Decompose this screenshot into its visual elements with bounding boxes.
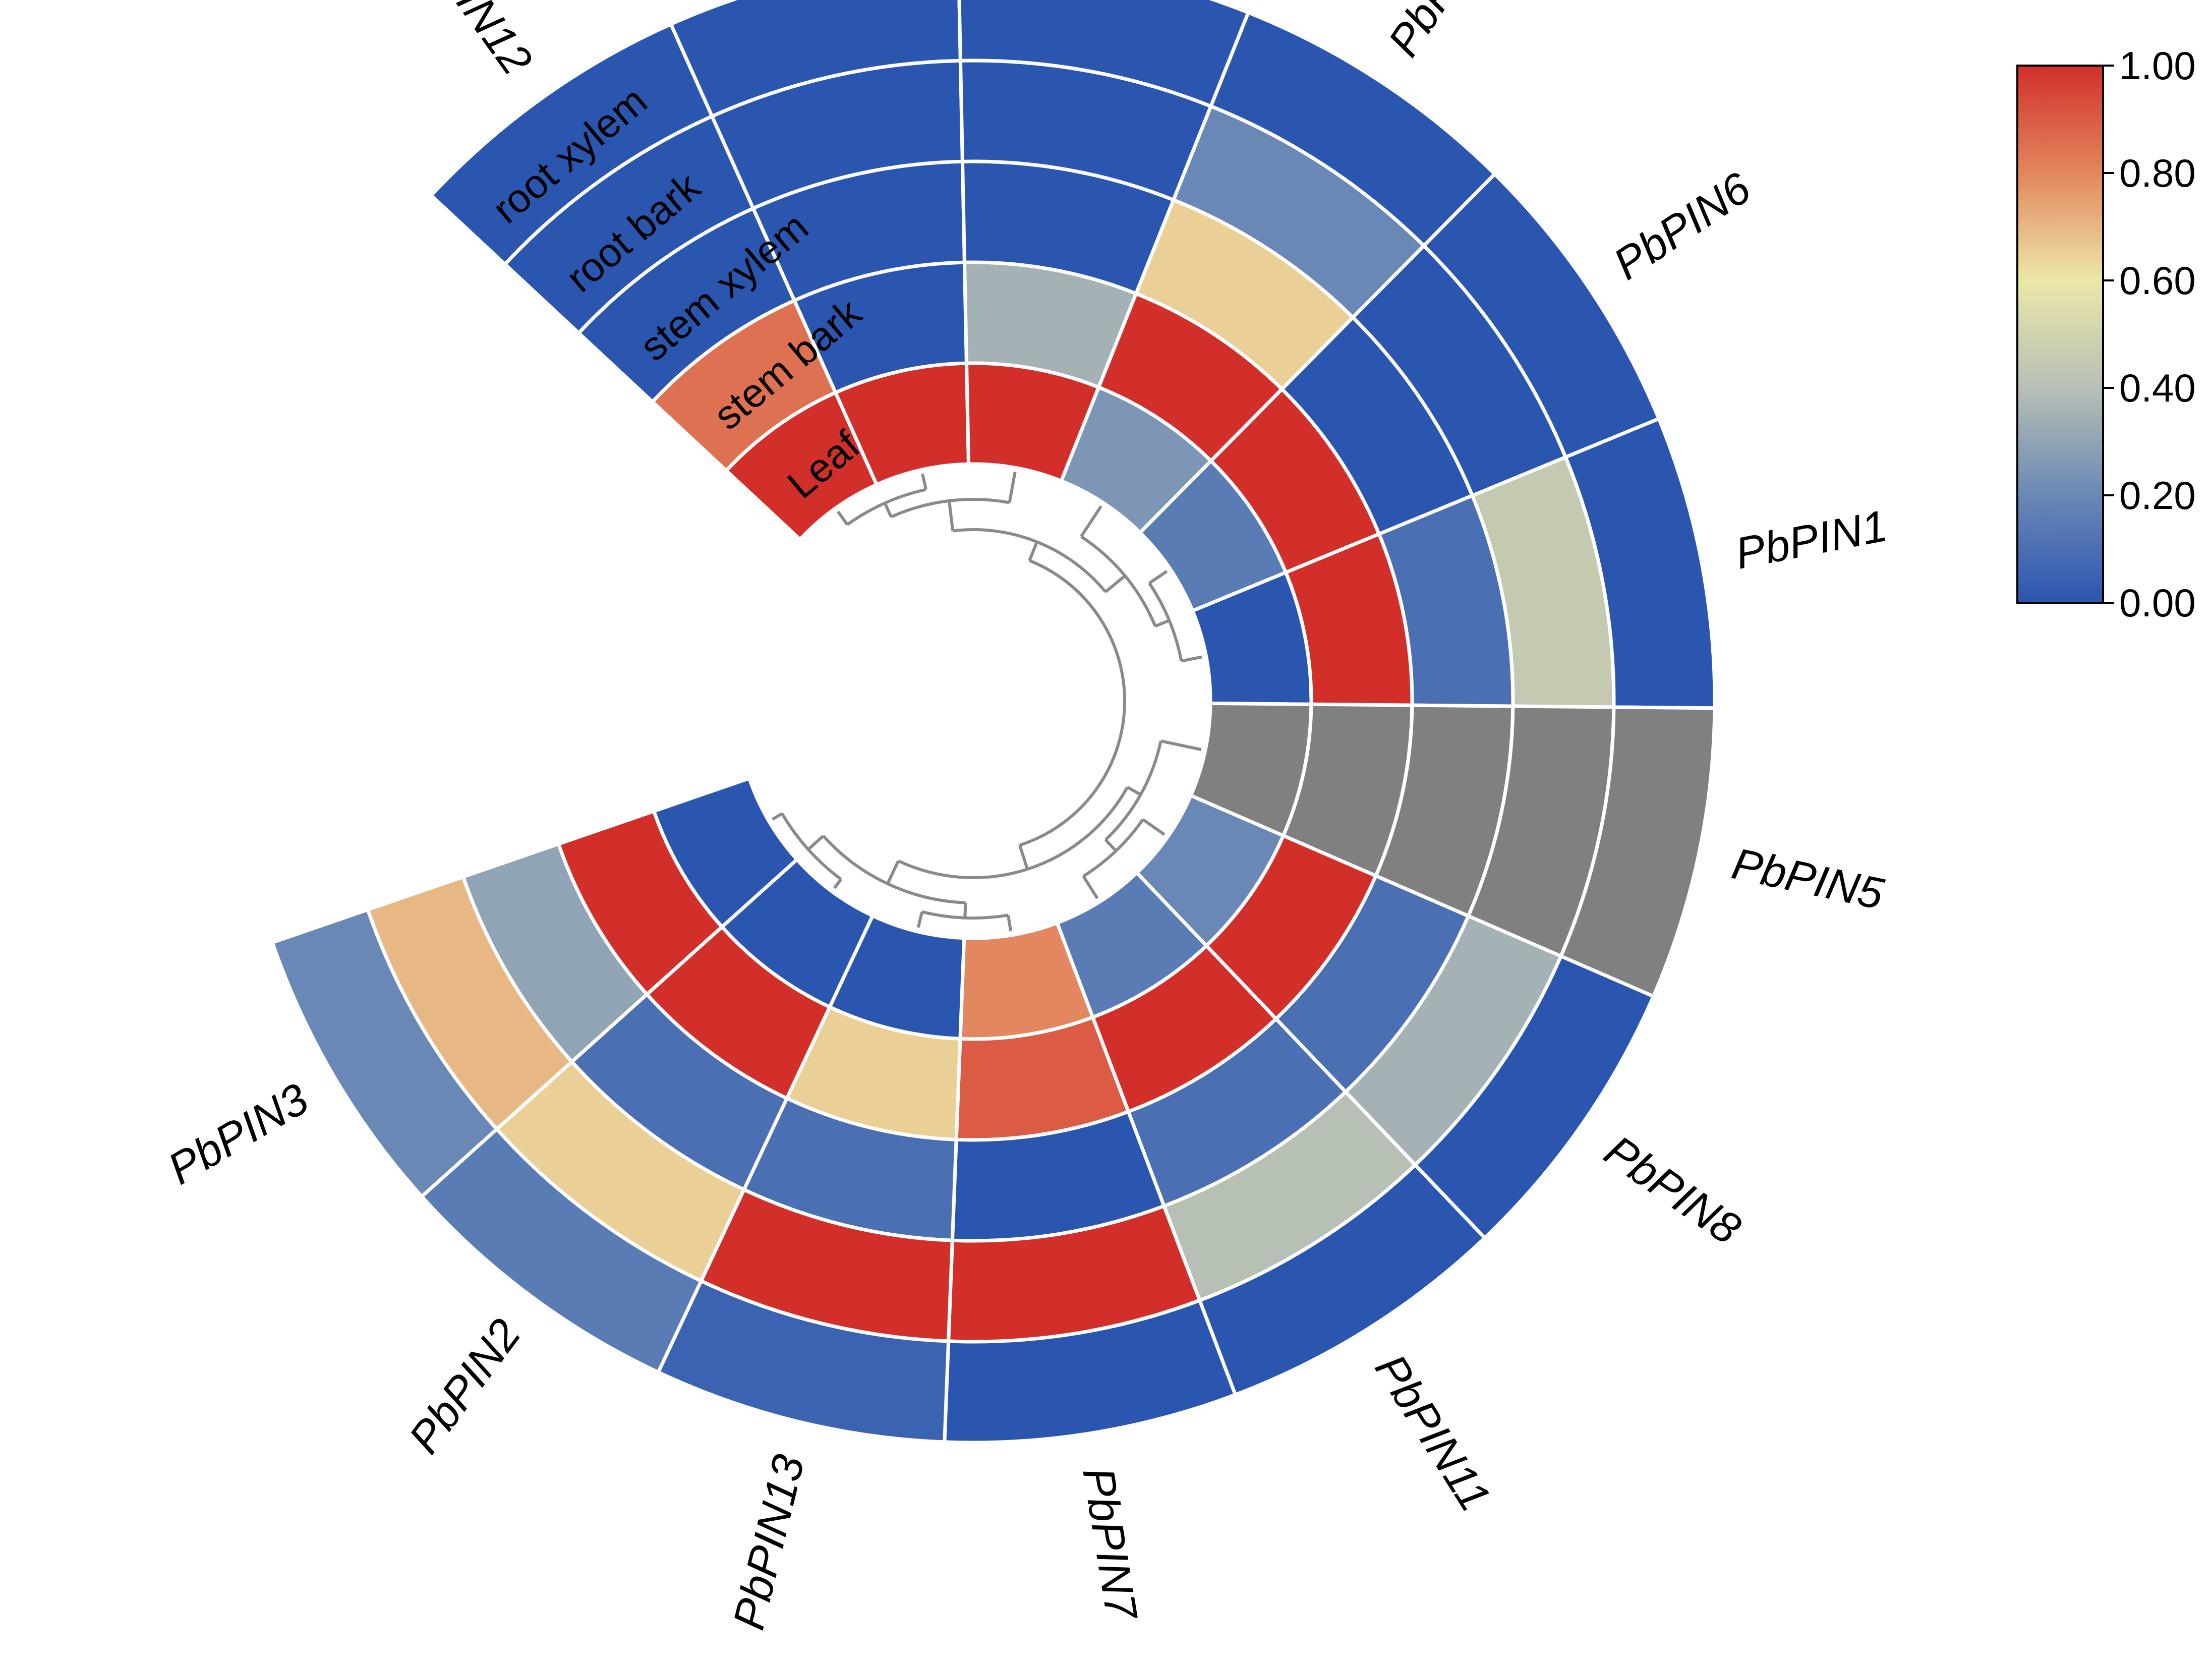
dendrogram-arc: [1019, 559, 1126, 847]
dendrogram-branch: [807, 835, 825, 851]
gene-label-pbpin4: PbPIN4: [1378, 0, 1504, 65]
dendrogram-arc: [1082, 819, 1144, 878]
dendrogram-branch: [1104, 839, 1117, 852]
dendrogram-branch: [886, 860, 900, 885]
gene-label-pbpin3: PbPIN3: [159, 1073, 317, 1194]
dendrogram-branch: [1028, 541, 1038, 561]
gene-label-pbpin11: PbPIN11: [1366, 1345, 1501, 1519]
heatmap-cells: [270, 0, 1717, 1445]
dendrogram-arc: [822, 835, 966, 904]
dendrogram-branch: [1160, 739, 1202, 751]
colorbar-tick-label-0-20: 0.20: [2119, 473, 2196, 518]
dendrogram-branch: [1018, 844, 1029, 870]
gene-label-pbpin6: PbPIN6: [1604, 162, 1759, 289]
dendrogram-arc: [1148, 582, 1183, 661]
dendrogram-branch: [921, 473, 928, 490]
dendrogram-branch: [833, 878, 842, 889]
dendrogram-branch: [1080, 505, 1102, 538]
colorbar-tick-label-0-40: 0.40: [2119, 366, 2196, 410]
dendrogram-branch: [1148, 570, 1168, 585]
gene-label-pbpin12: PbPIN12: [398, 0, 542, 84]
cell-pbpin3-root-xylem: [270, 907, 500, 1199]
gene-label-pbpin8: PbPIN8: [1596, 1125, 1750, 1254]
dendrogram-branch: [948, 500, 955, 531]
dendrogram-branch: [1142, 818, 1166, 836]
dendrogram-branch: [1181, 655, 1203, 663]
colorbar-tick-label-0-00: 0.00: [2119, 581, 2196, 625]
colorbar: 0.00 0.20 0.40 0.60 0.80 1.00: [2016, 43, 2196, 625]
dendrogram-branch: [883, 502, 893, 518]
dendrogram-branch: [837, 510, 849, 526]
dendrogram-arc: [897, 786, 1129, 880]
gene-label-pbpin1: PbPIN1: [1731, 500, 1891, 579]
gene-label-pbpin2: PbPIN2: [399, 1310, 530, 1462]
gene-label-pbpin5: PbPIN5: [1728, 838, 1888, 919]
dendrogram-branch: [1127, 786, 1142, 796]
dendrogram-branch: [1104, 575, 1126, 593]
colorbar-gradient: [2016, 65, 2104, 604]
colorbar-tick-label-0-80: 0.80: [2119, 151, 2196, 195]
colorbar-tick-label-0-60: 0.60: [2119, 258, 2196, 303]
gene-label-pbpin7: PbPIN7: [1073, 1464, 1147, 1624]
dendrogram-branch: [1154, 619, 1170, 628]
dendrogram-branch: [1007, 914, 1013, 932]
dendrogram-branch: [772, 812, 783, 821]
dendrogram: [772, 471, 1203, 932]
dendrogram-branch: [1082, 875, 1099, 899]
dendrogram-branch: [1008, 471, 1017, 503]
colorbar-tick-label-1-00: 1.00: [2119, 43, 2196, 88]
gene-label-pbpin13: PbPIN13: [723, 1450, 814, 1634]
dendrogram-branch: [916, 911, 924, 928]
